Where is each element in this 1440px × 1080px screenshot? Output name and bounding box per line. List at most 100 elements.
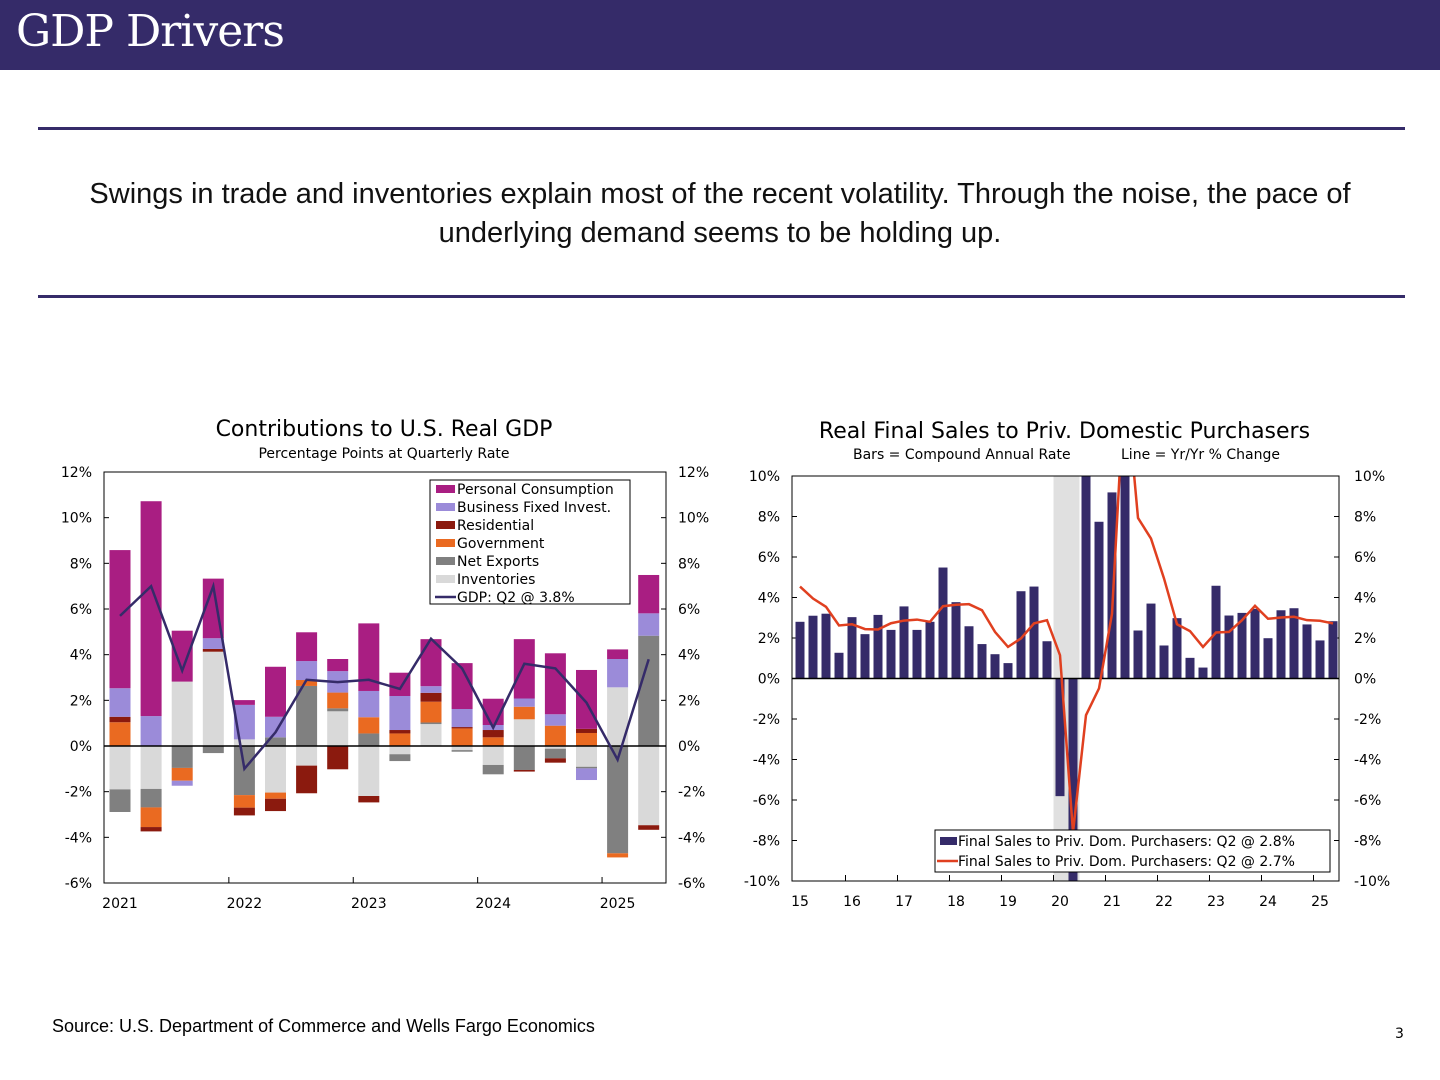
right-chart-title: Real Final Sales to Priv. Domestic Purch…	[818, 419, 1311, 444]
bar-inv	[327, 711, 349, 746]
bar	[1263, 638, 1273, 679]
legend-label-gov: Government	[457, 536, 545, 552]
bar-pc	[109, 550, 131, 689]
y-tick-label-left: -8%	[753, 834, 780, 850]
bar-bfi	[420, 686, 442, 693]
bar-res	[265, 798, 286, 812]
right-chart: -10% -10% -8% -8% -6% -6% -4% -4% -2% -2% 0% 0% 2% 2%…	[744, 469, 1390, 910]
y-tick-label-left: 0%	[758, 672, 780, 688]
bar	[925, 621, 935, 679]
bar	[886, 629, 896, 679]
bar-nx	[327, 708, 349, 712]
legend-swatch-pc	[436, 485, 455, 493]
bar-gov	[513, 706, 535, 720]
bar-pc	[451, 663, 473, 710]
y-tick-label-right: -2%	[1354, 712, 1381, 728]
bar-inv	[638, 746, 660, 826]
legend-swatch-bfi	[436, 503, 455, 511]
bar-res	[358, 796, 380, 803]
bar	[1042, 641, 1052, 679]
bar-gov	[171, 767, 193, 781]
bar-inv	[607, 687, 629, 746]
bar-res	[296, 765, 318, 794]
bar-res	[451, 727, 473, 729]
bar-nx	[202, 746, 224, 754]
legend-label-bfi: Business Fixed Invest.	[457, 500, 611, 516]
bar-res	[327, 746, 349, 770]
legend-box	[934, 829, 1331, 873]
bar-nx	[513, 746, 535, 770]
y-tick-label-left: 12%	[61, 465, 92, 481]
plot-frame	[103, 471, 667, 884]
legend-label-pc: Personal Consumption	[457, 482, 614, 498]
bar-nx	[140, 788, 162, 808]
left-chart-title: Contributions to U.S. Real GDP	[215, 417, 553, 442]
bar	[795, 621, 805, 679]
bottom-divider	[38, 295, 1405, 298]
y-tick-label-right: 6%	[678, 602, 700, 618]
bar-nx	[420, 722, 442, 725]
bar-inv	[171, 681, 193, 746]
y-tick-label-right: -4%	[678, 830, 705, 846]
bar	[938, 567, 948, 679]
bar-pc	[140, 501, 162, 717]
x-tick-label: 2023	[351, 896, 387, 912]
y-tick-label-right: -8%	[1354, 834, 1381, 850]
bar-nx	[389, 754, 411, 762]
y-tick-label-left: -6%	[753, 793, 780, 809]
bar-nx	[576, 766, 597, 769]
bar	[1224, 615, 1234, 679]
bar	[1289, 608, 1299, 679]
bar	[1302, 624, 1312, 679]
bar-gov	[358, 717, 380, 734]
legend-swatch-nx	[436, 557, 455, 565]
bar-gov	[327, 692, 349, 709]
y-tick-label-left: -2%	[65, 785, 92, 801]
y-tick-label-left: 0%	[70, 739, 92, 755]
bar-bfi	[544, 714, 566, 726]
bar-inv	[233, 739, 255, 746]
top-divider	[38, 127, 1405, 130]
y-tick-label-left: -6%	[65, 876, 92, 892]
bar-res	[576, 728, 597, 733]
bar-res	[140, 827, 162, 832]
bar	[1016, 591, 1026, 679]
x-tick-label: 24	[1259, 894, 1277, 910]
legend-label-line: Final Sales to Priv. Dom. Purchasers: Q2…	[958, 854, 1295, 870]
x-tick-label: 2021	[102, 896, 138, 912]
y-tick-label-left: 8%	[758, 510, 780, 526]
y-tick-label-right: 6%	[1354, 550, 1376, 566]
legend-box	[429, 479, 631, 605]
bar-gov	[482, 737, 504, 746]
bar-inv	[451, 746, 473, 751]
bar-bfi	[638, 613, 660, 636]
y-tick-label-right: 8%	[678, 556, 700, 572]
y-tick-label-right: -6%	[1354, 793, 1381, 809]
legend-label-inv: Inventories	[457, 572, 535, 588]
y-tick-label-right: 12%	[678, 465, 709, 481]
bar	[1328, 621, 1338, 679]
bar-res	[638, 825, 660, 830]
bar-res	[513, 769, 535, 772]
source-note: Source: U.S. Department of Commerce and …	[52, 1016, 595, 1036]
y-tick-label-left: 8%	[70, 556, 92, 572]
bar-inv	[544, 746, 566, 749]
y-tick-label-right: 0%	[1354, 672, 1376, 688]
y-tick-label-left: 6%	[70, 602, 92, 618]
y-tick-label-left: 10%	[61, 511, 92, 527]
bar	[1172, 618, 1182, 679]
bar-nx	[358, 733, 380, 746]
bar	[1029, 586, 1039, 679]
bar-bfi	[296, 661, 318, 681]
plot-frame	[791, 475, 1340, 882]
x-tick-label: 23	[1207, 894, 1225, 910]
bar	[1315, 640, 1325, 679]
bar	[990, 654, 1000, 679]
left-chart-subtitle: Percentage Points at Quarterly Rate	[258, 446, 510, 462]
bar-pc	[171, 630, 193, 682]
bar	[977, 644, 987, 679]
bar-bfi	[202, 638, 224, 649]
y-tick-label-right: 4%	[678, 648, 700, 664]
y-tick-label-right: 8%	[1354, 510, 1376, 526]
